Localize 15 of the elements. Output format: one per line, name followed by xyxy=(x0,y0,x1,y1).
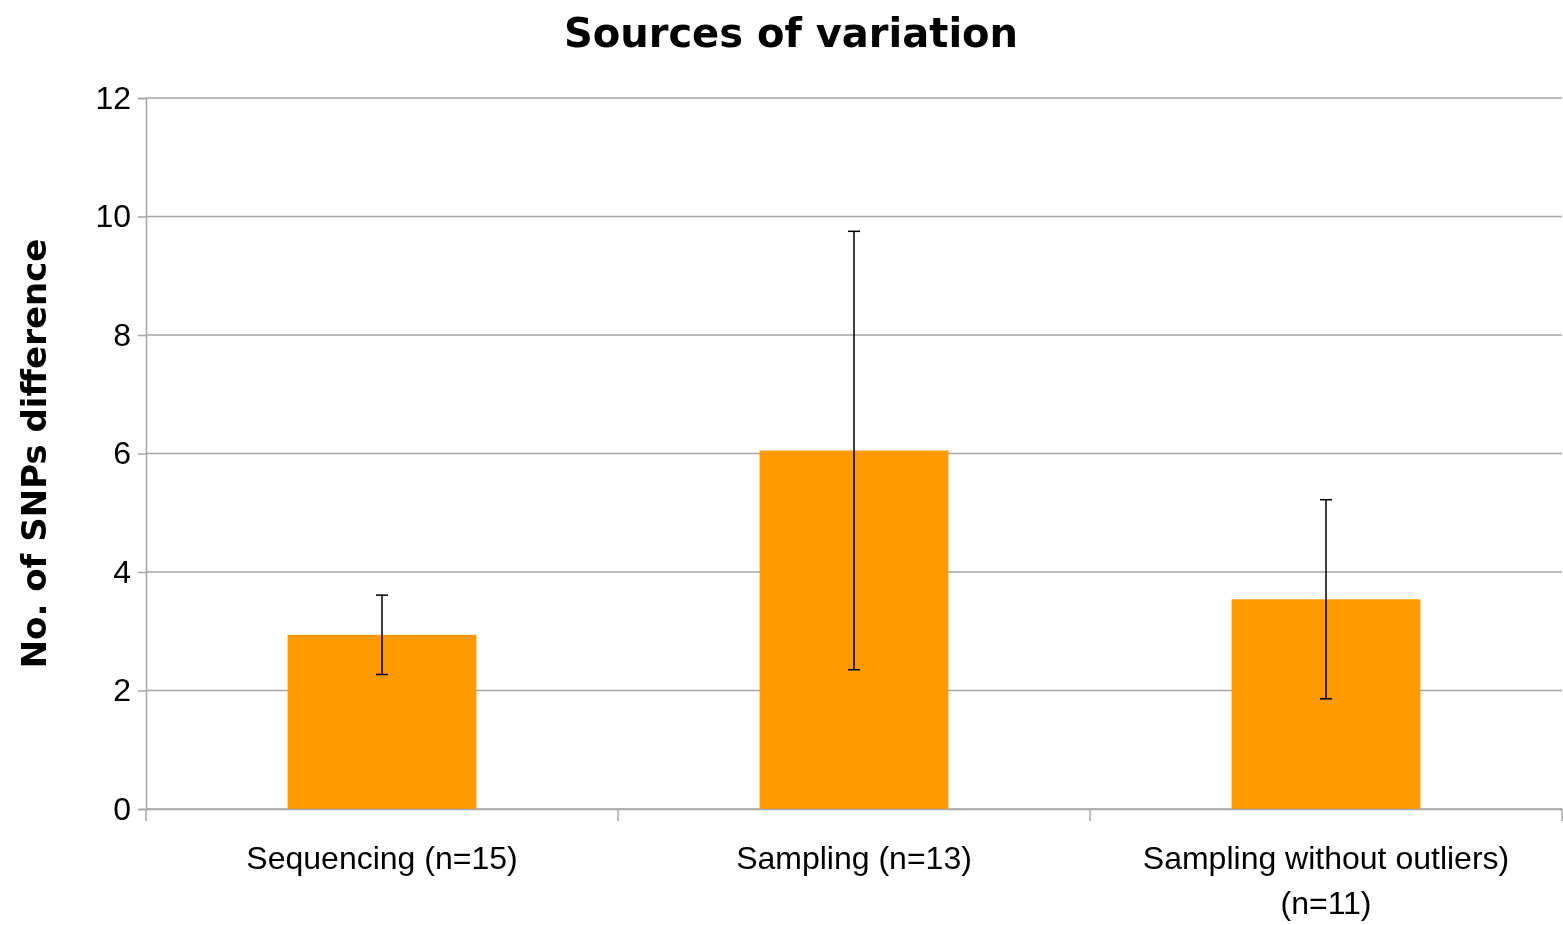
y-tick-label: 12 xyxy=(95,79,131,116)
chart-title: Sources of variation xyxy=(563,10,1019,56)
x-tick-label: Sampling without outliers) (n=11) xyxy=(1142,840,1510,921)
y-tick-label: 6 xyxy=(113,435,131,472)
x-tick-label: Sequencing (n=15) xyxy=(246,840,518,876)
bar xyxy=(287,634,477,809)
bar xyxy=(759,450,949,809)
bar xyxy=(1231,599,1421,809)
y-tick-label: 2 xyxy=(113,672,131,709)
y-axis-title: No. of SNPs difference xyxy=(14,238,54,669)
x-tick-label: Sampling (n=13) xyxy=(736,840,972,876)
y-tick-label: 0 xyxy=(113,790,131,827)
y-tick-label: 4 xyxy=(113,553,131,590)
y-tick-label: 10 xyxy=(95,198,131,235)
y-tick-label: 8 xyxy=(113,316,131,353)
